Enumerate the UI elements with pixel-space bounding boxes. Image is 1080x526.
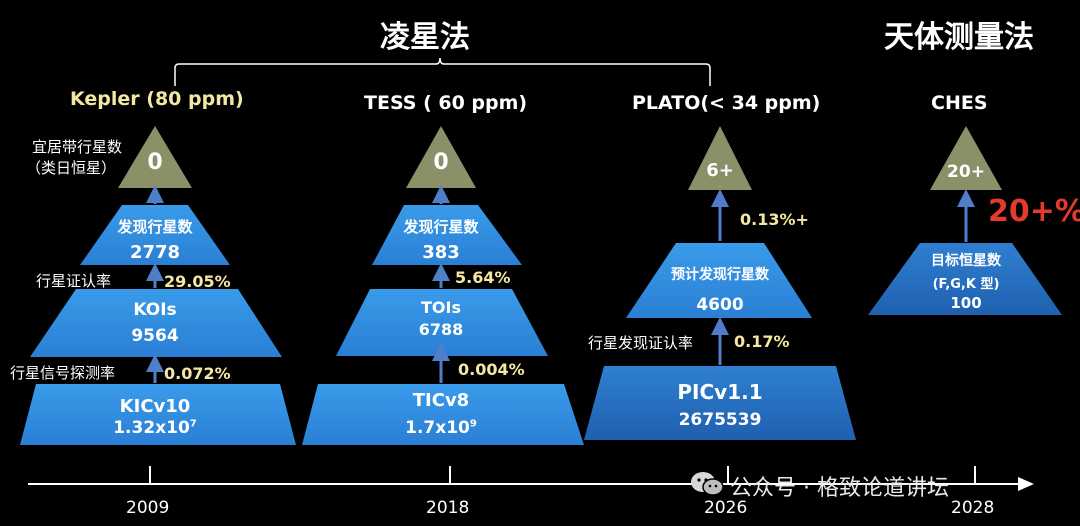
mission-kepler: Kepler (80 ppm) (70, 88, 244, 110)
plato-catalog-value: 2675539 (678, 410, 762, 430)
tess-tier-toi (336, 289, 548, 356)
kepler-confirm-rate: 29.05% (164, 272, 231, 291)
kepler-discovered-label: 发现行星数 (117, 218, 193, 236)
timeline-arrowhead (1018, 477, 1034, 491)
plato-catalog-label: PICv1.1 (677, 380, 763, 404)
kepler-discovered-value: 2778 (129, 242, 181, 263)
tess-discovered-value: 383 (422, 242, 460, 263)
kepler-hz-label-1: 宜居带行星数 (32, 138, 123, 156)
kepler-hz-value: 0 (147, 150, 163, 175)
ches-target-types: (F,G,K 型) (932, 277, 1000, 292)
tess-catalog-label: TICv8 (412, 390, 470, 411)
plato-hz-value: 6+ (706, 160, 734, 181)
kepler-catalog-label: KICv10 (119, 396, 191, 417)
kepler-koi-label: KOIs (133, 300, 177, 320)
tess-toi-label: TOIs (421, 298, 461, 317)
kepler-detect-rate: 0.072% (164, 364, 231, 383)
kepler-tier-discovered (80, 205, 230, 265)
mission-ches: CHES (931, 92, 988, 114)
tess-confirm-rate: 5.64% (455, 268, 511, 287)
mission-tess: TESS ( 60 ppm) (364, 92, 528, 114)
kepler-detect-label: 行星信号探测率 (10, 364, 116, 382)
ches-apex (930, 126, 1002, 190)
kepler-tier-koi (30, 289, 282, 357)
tess-detect-rate: 0.004% (458, 360, 525, 379)
plato-confirm-rate: 0.17% (734, 332, 790, 351)
watermark-text: 公众号 · 格致论道讲坛 (730, 476, 949, 501)
tess-toi-value: 6788 (418, 320, 464, 339)
ches-highlight: 20+% (988, 194, 1080, 229)
tess-tier-discovered (372, 205, 522, 265)
plato-tier-predicted (626, 243, 812, 318)
kepler-hz-label-2: （类日恒星） (26, 159, 117, 177)
wechat-icon (690, 470, 724, 498)
year-2028: 2028 (951, 498, 995, 518)
tess-catalog-value: 1.7x109 (405, 418, 477, 438)
plato-apex (688, 126, 752, 190)
year-2009: 2009 (126, 498, 170, 518)
kepler-catalog-value: 1.32x107 (113, 418, 197, 438)
plato-predicted-value: 4600 (696, 295, 744, 315)
plato-hz-rate: 0.13%+ (740, 210, 809, 229)
mission-plato: PLATO(< 34 ppm) (632, 92, 821, 114)
plato-tier-catalog (584, 366, 856, 440)
plato-predicted-label: 预计发现行星数 (671, 267, 769, 283)
tess-hz-value: 0 (433, 150, 449, 175)
header-transit: 凌星法 (380, 20, 470, 55)
kepler-tier-catalog (20, 384, 296, 445)
tess-apex (406, 126, 476, 188)
kepler-confirm-label: 行星证认率 (36, 272, 112, 290)
header-astrometry: 天体测量法 (884, 20, 1034, 55)
ches-target-value: 100 (950, 294, 982, 312)
kepler-koi-value: 9564 (131, 326, 179, 346)
kepler-apex (118, 126, 192, 188)
ches-hz-value: 20+ (947, 162, 985, 182)
plato-confirm-label: 行星发现证认率 (588, 334, 694, 352)
transit-bracket (174, 57, 711, 86)
ches-target-label: 目标恒星数 (931, 253, 1001, 269)
year-2018: 2018 (426, 498, 470, 518)
tess-discovered-label: 发现行星数 (403, 218, 479, 236)
year-2026: 2026 (704, 498, 748, 518)
ches-tier-target (868, 243, 1062, 315)
tess-tier-catalog (302, 384, 584, 445)
